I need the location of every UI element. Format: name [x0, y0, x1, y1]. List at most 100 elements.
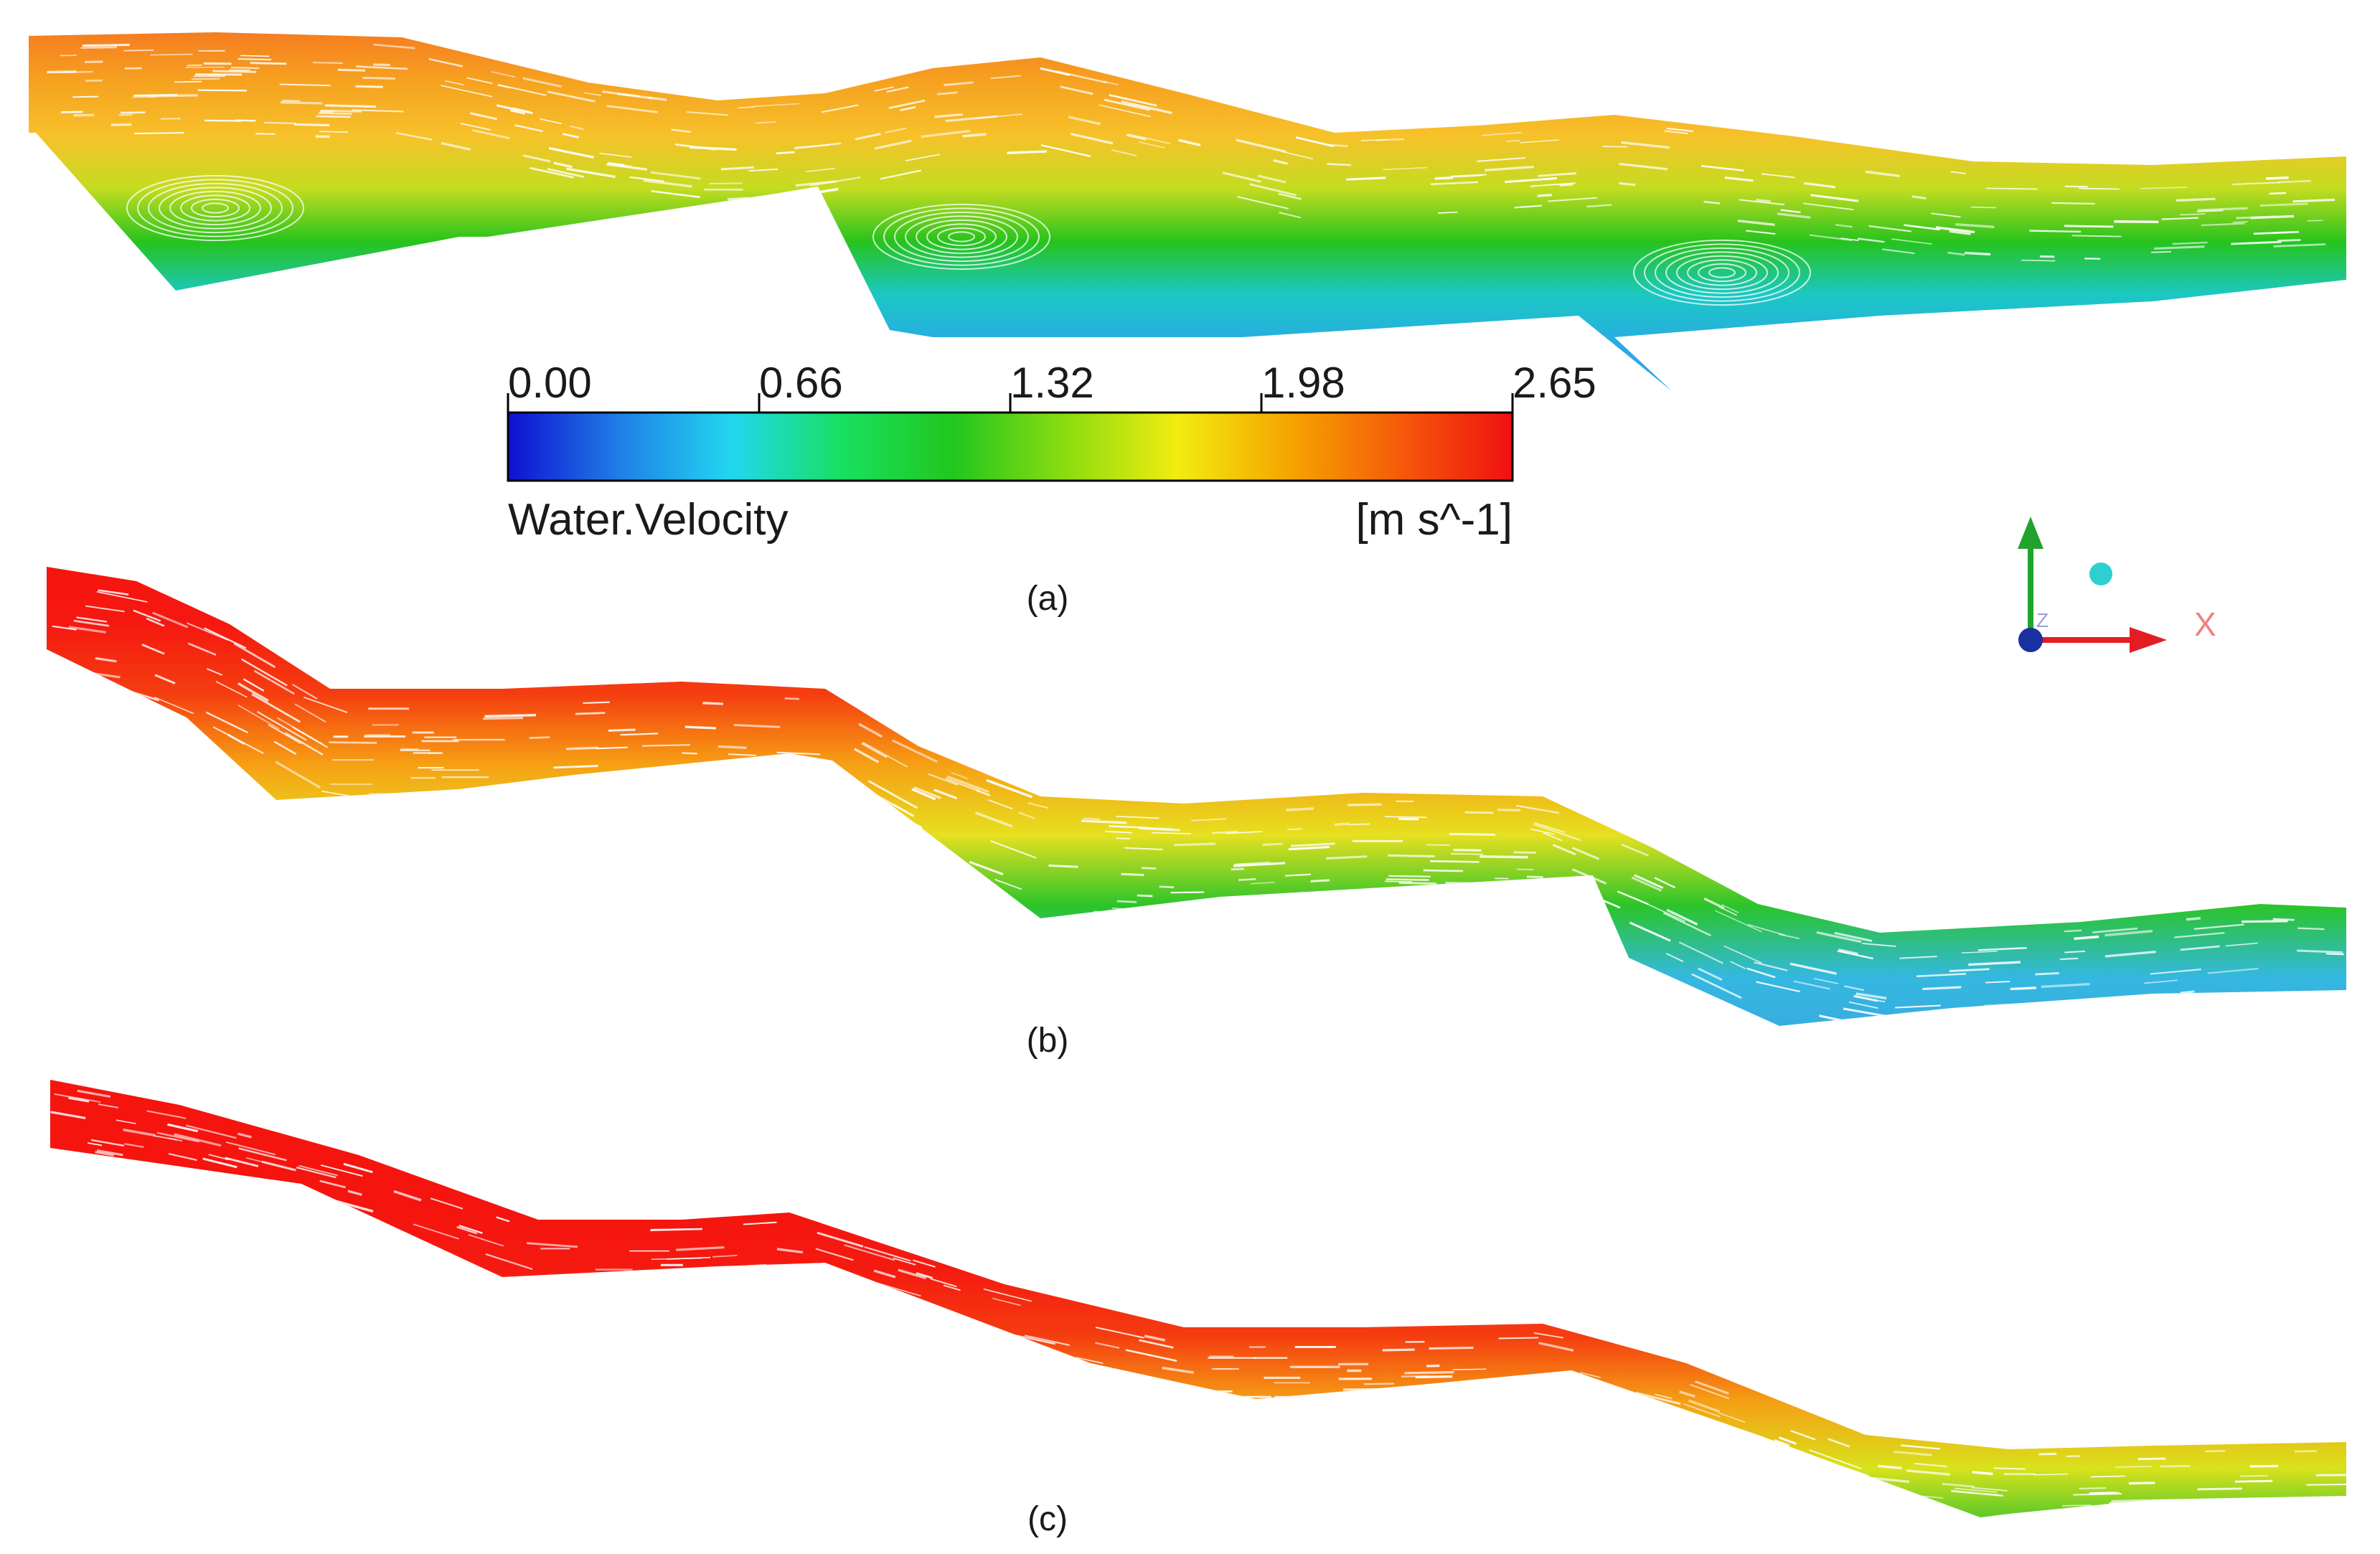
streamline: [428, 57, 464, 67]
streamline: [2144, 979, 2178, 984]
streamline: [738, 106, 755, 109]
streamline: [2074, 935, 2099, 941]
streamline: [651, 190, 700, 198]
streamline: [862, 741, 908, 768]
streamline: [292, 726, 329, 748]
streamline: [2231, 240, 2282, 245]
streamline: [905, 154, 941, 161]
streamline: [1842, 1489, 1856, 1496]
streamline: [1520, 884, 1552, 890]
streamline: [566, 788, 609, 793]
streamline: [1482, 895, 1509, 898]
streamline: [1718, 1412, 1746, 1423]
streamline: [441, 141, 471, 151]
streamline: [1789, 962, 1837, 975]
streamline: [575, 712, 606, 715]
streamline: [1076, 1357, 1104, 1365]
streamline: [1691, 973, 1742, 999]
streamline: [858, 809, 880, 822]
streamline: [2064, 950, 2085, 953]
streamline: [913, 786, 941, 800]
streamline: [68, 626, 106, 634]
streamline: [1835, 224, 1853, 228]
streamline: [1834, 931, 1873, 943]
streamline: [2242, 1502, 2288, 1505]
streamline: [2008, 1011, 2038, 1015]
streamline: [319, 131, 349, 133]
streamline: [405, 1243, 426, 1252]
streamline: [1068, 116, 1101, 126]
streamline: [2090, 1475, 2125, 1478]
streamline: [1955, 223, 1995, 228]
streamline: [458, 1225, 483, 1234]
streamline: [2128, 1482, 2155, 1485]
streamline: [273, 740, 297, 755]
streamline: [1655, 1393, 1673, 1400]
streamline: [238, 1147, 287, 1162]
streamline: [1754, 961, 1788, 971]
streamline: [95, 656, 117, 663]
streamline: [1058, 1370, 1093, 1378]
streamline: [1383, 166, 1428, 171]
streamline: [1286, 807, 1314, 811]
streamline: [1024, 1334, 1071, 1347]
streamline: [900, 106, 916, 111]
streamline: [1290, 842, 1335, 847]
vortex-ring: [894, 211, 1029, 263]
streamline: [1326, 855, 1368, 860]
streamline: [1453, 849, 1482, 852]
streamline: [1007, 150, 1048, 154]
streamline: [1281, 151, 1313, 160]
panel-a-caption: (a): [1027, 580, 1069, 618]
streamline: [255, 133, 276, 135]
streamline: [2140, 187, 2188, 189]
streamline: [168, 1153, 197, 1162]
streamline: [164, 1171, 187, 1177]
streamline: [1103, 80, 1119, 86]
streamline: [1530, 828, 1556, 835]
streamline: [911, 788, 936, 801]
streamline: [712, 1254, 738, 1258]
view-marker-dot: [2089, 562, 2112, 585]
streamline: [2290, 1001, 2338, 1005]
streamline: [540, 118, 563, 125]
streamline: [491, 71, 516, 78]
streamline: [1178, 138, 1201, 147]
streamline: [256, 710, 307, 741]
streamline: [2158, 1512, 2199, 1515]
streamline: [1288, 846, 1330, 851]
streamline: [2250, 215, 2295, 220]
streamline: [275, 760, 321, 788]
streamline: [2104, 929, 2153, 937]
streamline: [1985, 187, 2038, 190]
streamline: [497, 84, 547, 96]
legend-tick-marks: [507, 393, 1514, 413]
streamline: [1664, 130, 1688, 135]
streamline: [1619, 162, 1668, 171]
panel-a-flow-band: [29, 32, 2346, 391]
streamline: [95, 1151, 114, 1157]
vortex-ring: [1655, 247, 1789, 298]
streamline: [1435, 1400, 1479, 1403]
panel-c: [50, 1080, 2346, 1517]
streamline: [54, 1093, 101, 1103]
streamline: [583, 701, 610, 705]
streamline: [1823, 1485, 1857, 1499]
streamline: [2277, 179, 2312, 184]
streamline: [2172, 241, 2208, 245]
streamline: [1666, 128, 1694, 132]
streamline: [2198, 207, 2248, 212]
streamline: [1621, 141, 1670, 149]
streamline: [553, 765, 598, 769]
streamline: [1703, 897, 1725, 910]
streamline: [240, 55, 270, 57]
streamline: [994, 878, 1022, 890]
streamline: [566, 167, 616, 179]
streamline: [356, 65, 408, 70]
streamline: [2177, 994, 2201, 999]
streamline: [2144, 1000, 2185, 1006]
streamline: [1311, 898, 1361, 903]
streamline: [468, 1234, 504, 1247]
streamline: [1947, 251, 1965, 256]
streamline: [1543, 832, 1563, 842]
